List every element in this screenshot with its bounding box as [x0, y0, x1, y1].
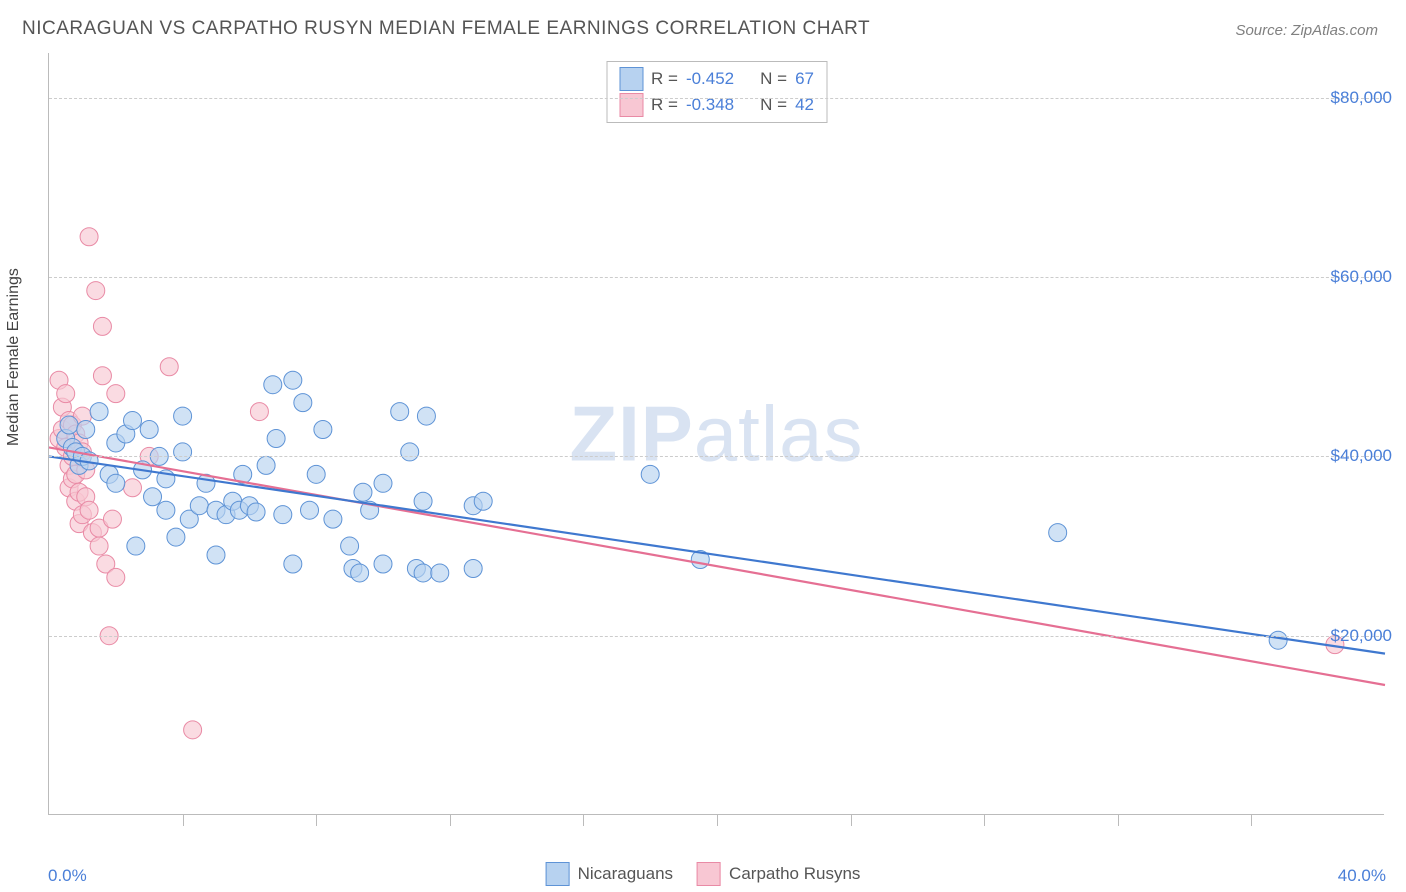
x-tick	[984, 814, 985, 826]
data-point	[207, 546, 225, 564]
x-tick	[183, 814, 184, 826]
data-point	[103, 510, 121, 528]
data-point	[257, 456, 275, 474]
data-point	[184, 721, 202, 739]
data-point	[351, 564, 369, 582]
data-point	[414, 492, 432, 510]
data-point	[167, 528, 185, 546]
data-point	[157, 501, 175, 519]
data-point	[247, 503, 265, 521]
data-point	[414, 564, 432, 582]
data-point	[464, 559, 482, 577]
x-tick	[717, 814, 718, 826]
legend-swatch	[546, 862, 570, 886]
data-point	[341, 537, 359, 555]
x-axis-max-label: 40.0%	[1338, 866, 1386, 886]
data-point	[1269, 631, 1287, 649]
data-point	[301, 501, 319, 519]
data-point	[174, 407, 192, 425]
r-value: -0.452	[686, 69, 734, 89]
n-value: 67	[795, 69, 814, 89]
data-point	[80, 228, 98, 246]
legend-label: Carpatho Rusyns	[729, 864, 860, 884]
x-tick	[450, 814, 451, 826]
legend-label: Nicaraguans	[578, 864, 673, 884]
legend-item: Carpatho Rusyns	[697, 862, 860, 886]
chart-title: NICARAGUAN VS CARPATHO RUSYN MEDIAN FEMA…	[22, 18, 870, 40]
y-tick-label: $80,000	[1331, 88, 1392, 108]
x-axis-min-label: 0.0%	[48, 866, 87, 886]
data-point	[160, 358, 178, 376]
gridline	[49, 277, 1384, 278]
data-point	[144, 488, 162, 506]
data-point	[274, 506, 292, 524]
data-point	[93, 367, 111, 385]
x-tick	[1251, 814, 1252, 826]
data-point	[57, 385, 75, 403]
data-point	[314, 421, 332, 439]
source-attribution: Source: ZipAtlas.com	[1235, 22, 1378, 39]
data-point	[374, 474, 392, 492]
data-point	[80, 501, 98, 519]
data-point	[124, 412, 142, 430]
data-point	[93, 317, 111, 335]
gridline	[49, 98, 1384, 99]
bottom-legend: Nicaraguans Carpatho Rusyns	[546, 862, 861, 886]
data-point	[140, 421, 158, 439]
data-point	[324, 510, 342, 528]
data-point	[250, 403, 268, 421]
data-point	[174, 443, 192, 461]
data-point	[374, 555, 392, 573]
data-point	[90, 537, 108, 555]
data-point	[354, 483, 372, 501]
data-point	[284, 555, 302, 573]
data-point	[107, 568, 125, 586]
data-point	[267, 429, 285, 447]
legend-swatch	[619, 67, 643, 91]
plot-area: ZIPatlas R =-0.452N =67R =-0.348N =42	[48, 53, 1384, 815]
y-tick-label: $20,000	[1331, 626, 1392, 646]
legend-swatch	[619, 93, 643, 117]
trend-line	[49, 456, 1385, 653]
r-label: R =	[651, 69, 678, 89]
stats-legend: R = -0.452 N = 67 R =-0.348N =42	[606, 61, 827, 123]
data-point	[90, 403, 108, 421]
data-point	[417, 407, 435, 425]
data-point	[431, 564, 449, 582]
data-point	[124, 479, 142, 497]
trend-line	[49, 447, 1385, 685]
y-tick-label: $60,000	[1331, 267, 1392, 287]
data-point	[190, 497, 208, 515]
legend-swatch	[697, 862, 721, 886]
gridline	[49, 636, 1384, 637]
data-point	[401, 443, 419, 461]
x-tick	[316, 814, 317, 826]
data-point	[641, 465, 659, 483]
data-point	[284, 371, 302, 389]
y-tick-label: $40,000	[1331, 446, 1392, 466]
data-point	[307, 465, 325, 483]
stats-row: R =-0.348N =42	[619, 92, 814, 118]
data-point	[1049, 524, 1067, 542]
legend-item: Nicaraguans	[546, 862, 673, 886]
data-point	[107, 474, 125, 492]
data-point	[60, 416, 78, 434]
data-point	[87, 282, 105, 300]
data-point	[294, 394, 312, 412]
data-point	[77, 421, 95, 439]
y-axis-label: Median Female Earnings	[5, 268, 23, 446]
data-point	[127, 537, 145, 555]
data-point	[474, 492, 492, 510]
data-point	[264, 376, 282, 394]
gridline	[49, 456, 1384, 457]
plot-svg	[49, 53, 1384, 814]
x-tick	[851, 814, 852, 826]
data-point	[391, 403, 409, 421]
n-label: N =	[760, 69, 787, 89]
data-point	[107, 385, 125, 403]
stats-row: R = -0.452 N = 67	[619, 66, 814, 92]
x-tick	[1118, 814, 1119, 826]
x-tick	[583, 814, 584, 826]
